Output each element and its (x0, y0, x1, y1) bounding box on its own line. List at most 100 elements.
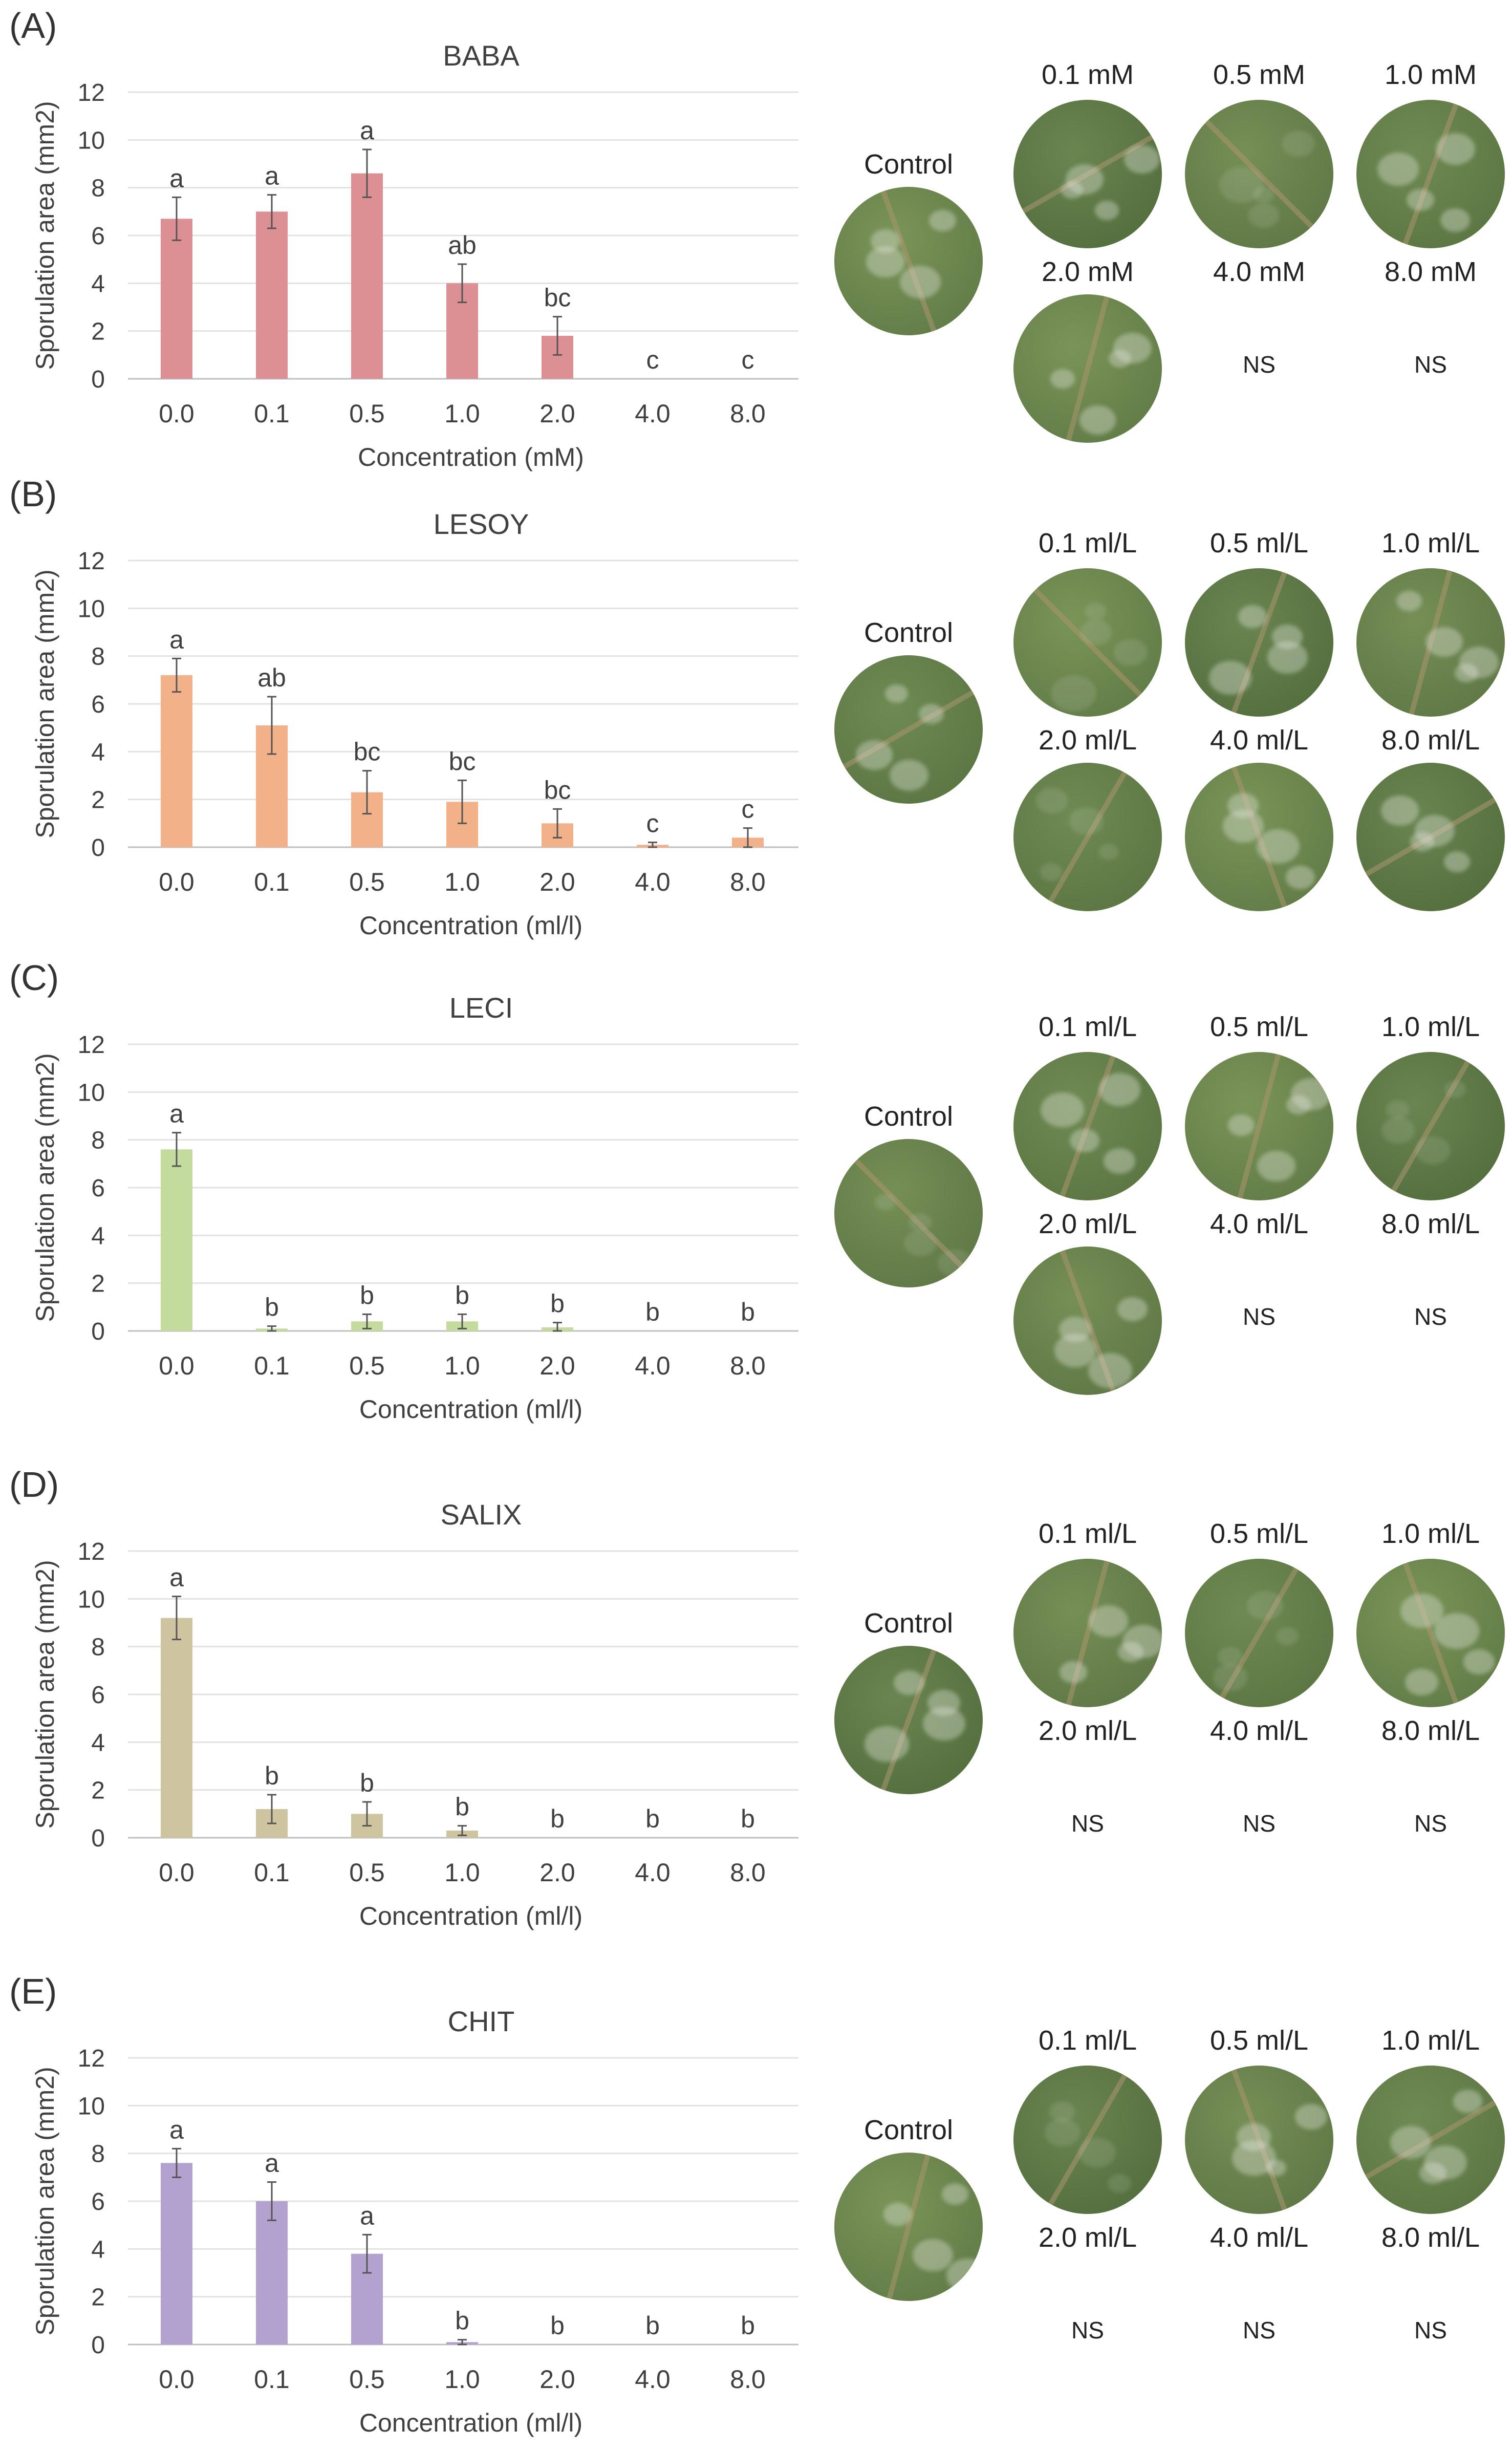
treatment-label: 0.1 mM (1041, 59, 1134, 90)
y-tick-label: 10 (78, 1079, 105, 1106)
significance-letter: b (455, 1281, 469, 1309)
sporulation-spot (1049, 2101, 1075, 2122)
x-tick-label: 4.0 (635, 1351, 671, 1380)
treatment-leaf-image (1185, 763, 1333, 911)
x-tick-label: 0.0 (159, 1351, 195, 1380)
sporulation-spot (894, 1670, 924, 1695)
sporulation-spot (1050, 369, 1075, 389)
significance-letter: bc (544, 776, 571, 804)
y-tick-label: 10 (78, 1586, 105, 1613)
x-tick-label: 0.1 (254, 868, 290, 896)
x-tick-label: 8.0 (730, 2365, 766, 2394)
treatment-leaf-image (1013, 763, 1162, 911)
sporulation-spot (1232, 2140, 1276, 2176)
sporulation-spot (1381, 795, 1419, 826)
y-tick-label: 4 (91, 2236, 105, 2263)
no-sporulation-label: NS (1071, 1810, 1104, 1837)
sporulation-spot (1085, 603, 1107, 620)
x-tick-label: 0.1 (254, 1351, 290, 1380)
sporulation-spot (1061, 181, 1083, 199)
significance-letter: bc (449, 747, 476, 776)
x-tick-label: 0.5 (349, 399, 385, 428)
treatment-leaf-image (1013, 1246, 1162, 1395)
bar-chart: LECI 0 2 4 6 8 10 12 Sporulation area (mm2) a 0.0 b… (31, 992, 798, 1424)
sporulation-spot (1035, 788, 1068, 814)
y-tick-label: 4 (91, 1729, 105, 1756)
bar-chart: BABA 0 2 4 6 8 10 12 Sporulation area (mm2) a 0.0 a… (31, 39, 798, 471)
significance-letter: a (169, 164, 184, 192)
x-tick-label: 0.0 (159, 1858, 195, 1887)
sporulation-spot (1436, 133, 1475, 165)
y-tick-label: 12 (78, 2045, 105, 2072)
treatment-label: 2.0 ml/L (1038, 1715, 1137, 1746)
no-sporulation-label: NS (1071, 2317, 1104, 2344)
control-label: Control (863, 149, 954, 180)
sporulation-spot (1079, 405, 1116, 435)
significance-letter: bc (544, 284, 571, 312)
leaf-image-grid: Control 0.1 ml/L 0.5 ml/L 1.0 ml/L 2.0 ml/L 4… (819, 952, 1512, 1413)
treatment-label: 0.1 ml/L (1038, 2025, 1137, 2056)
y-tick-label: 12 (78, 548, 105, 575)
sporulation-spot (1424, 2145, 1467, 2180)
no-sporulation-label: NS (1243, 1810, 1276, 1837)
sporulation-spot (1286, 1095, 1311, 1115)
sporulation-spot (1122, 1625, 1162, 1658)
x-tick-label: 0.5 (349, 1858, 385, 1887)
treatment-label: 0.5 mM (1213, 59, 1306, 90)
y-tick-label: 2 (91, 787, 105, 814)
x-tick-label: 0.1 (254, 1858, 290, 1887)
no-sporulation-label: NS (1414, 351, 1447, 378)
x-tick-label: 2.0 (539, 2365, 575, 2394)
significance-letter: a (265, 162, 279, 190)
bar (351, 173, 383, 379)
chart-title: SALIX (441, 1498, 522, 1531)
significance-letter: b (550, 1289, 565, 1318)
sporulation-spot (1400, 1594, 1443, 1628)
significance-letter: a (169, 1100, 184, 1128)
treatment-label: 1.0 ml/L (1381, 2025, 1480, 2056)
sporulation-spot (883, 2203, 912, 2226)
sporulation-spot (1060, 1661, 1087, 1684)
sporulation-spot (1434, 1613, 1479, 1649)
sporulation-spot (1078, 2138, 1116, 2168)
sporulation-spot (1223, 810, 1264, 843)
y-tick-label: 12 (78, 1538, 105, 1565)
treatment-label: 4.0 ml/L (1209, 1209, 1309, 1239)
x-tick-label: 0.5 (349, 2365, 385, 2394)
significance-letter: c (742, 346, 754, 374)
treatment-leaf-image (1356, 100, 1505, 248)
sporulation-spot (1041, 1092, 1084, 1127)
significance-letter: b (550, 2311, 565, 2340)
sporulation-spot (1108, 2174, 1131, 2193)
x-tick-label: 0.0 (159, 2365, 195, 2394)
sporulation-spot (1219, 167, 1264, 203)
bar (256, 211, 288, 379)
sporulation-spot (1059, 1317, 1091, 1343)
x-axis-label: Concentration (ml/l) (359, 1902, 582, 1930)
control-leaf-image (834, 655, 983, 804)
significance-letter: bc (354, 738, 381, 766)
no-sporulation-label: NS (1243, 1303, 1276, 1330)
control-label: Control (863, 2115, 954, 2145)
chart-title: BABA (443, 39, 520, 72)
sporulation-spot (1453, 2090, 1482, 2113)
panel-label: (D) (9, 1465, 59, 1504)
x-axis-label: Concentration (mM) (358, 443, 584, 471)
leaf-vein (878, 2153, 939, 2301)
significance-letter: ab (448, 231, 477, 260)
sporulation-spot (1291, 1078, 1331, 1111)
significance-letter: b (741, 1298, 755, 1326)
significance-letter: b (360, 1281, 374, 1309)
leaf-image-grid: Control 0.1 ml/L 0.5 ml/L 1.0 ml/L 2.0 ml/L N… (819, 1459, 1512, 1920)
treatment-leaf-image (1013, 2066, 1162, 2214)
bar (161, 675, 192, 847)
sporulation-spot (1396, 591, 1422, 611)
panel-label: (E) (9, 1971, 57, 2011)
treatment-leaf-image (1356, 568, 1505, 717)
treatment-label: 0.1 ml/L (1038, 1012, 1137, 1042)
significance-letter: a (360, 2201, 374, 2230)
x-tick-label: 4.0 (635, 868, 671, 896)
control-label: Control (863, 1101, 954, 1132)
treatment-label: 1.0 mM (1384, 59, 1477, 90)
sporulation-spot (1045, 2118, 1080, 2147)
